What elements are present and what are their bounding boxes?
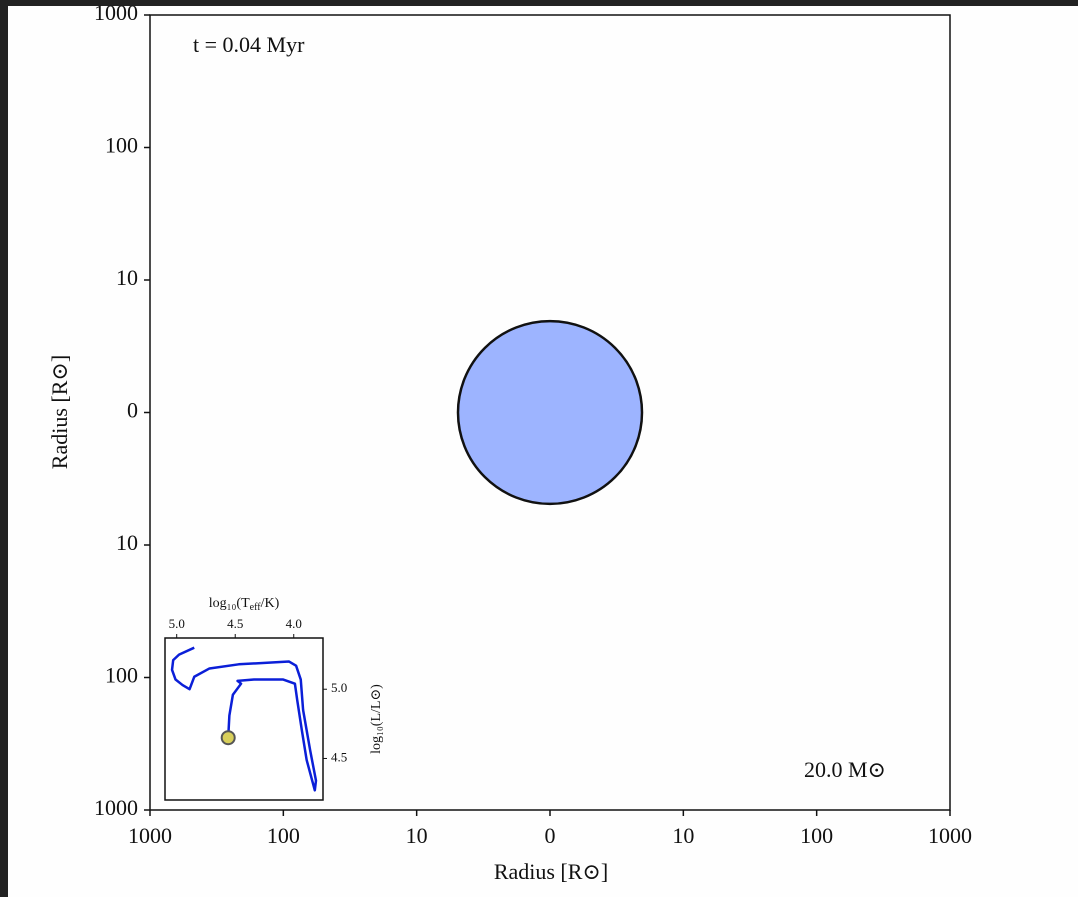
label-part: eff	[250, 602, 262, 613]
y-tick-label: 0	[127, 398, 138, 423]
inset-y-tick-label: 4.5	[331, 749, 347, 764]
x-tick-label: 100	[800, 823, 833, 848]
inset-x-tick-label: 4.5	[227, 616, 243, 631]
x-tick-label: 100	[267, 823, 300, 848]
x-tick-label: 1000	[928, 823, 972, 848]
x-axis-label: Radius [R⊙]	[494, 859, 608, 884]
label-part: log₁₀(T	[209, 596, 250, 611]
track-line	[170, 646, 318, 792]
y-tick-label: 1000	[94, 0, 138, 25]
inset-x-tick-label: 4.0	[286, 616, 302, 631]
y-tick-label: 100	[105, 133, 138, 158]
inset-frame	[164, 637, 324, 801]
y-axis-label: Radius [R⊙]	[47, 355, 72, 469]
y-tick-label: 10	[116, 530, 138, 555]
x-tick-label: 0	[545, 823, 556, 848]
inset-x-tick-label: 5.0	[169, 616, 185, 631]
inset-x-label: log₁₀(Teff/K)	[209, 596, 280, 613]
label-part: /K)	[261, 596, 280, 611]
inset-y-tick-label: 5.0	[331, 680, 347, 695]
star	[456, 319, 644, 506]
y-tick-label: 10	[116, 265, 138, 290]
time-annotation: t = 0.04 Myr	[193, 32, 305, 57]
x-tick-label: 1000	[128, 823, 172, 848]
y-tick-label: 100	[105, 663, 138, 688]
current-position	[220, 730, 236, 746]
y-tick-label: 1000	[94, 795, 138, 820]
mass-annotation: 20.0 M⊙	[804, 757, 886, 782]
x-tick-label: 10	[672, 823, 694, 848]
inset-y-label: log₁₀(L/L⊙)	[369, 684, 384, 754]
x-tick-label: 10	[406, 823, 428, 848]
